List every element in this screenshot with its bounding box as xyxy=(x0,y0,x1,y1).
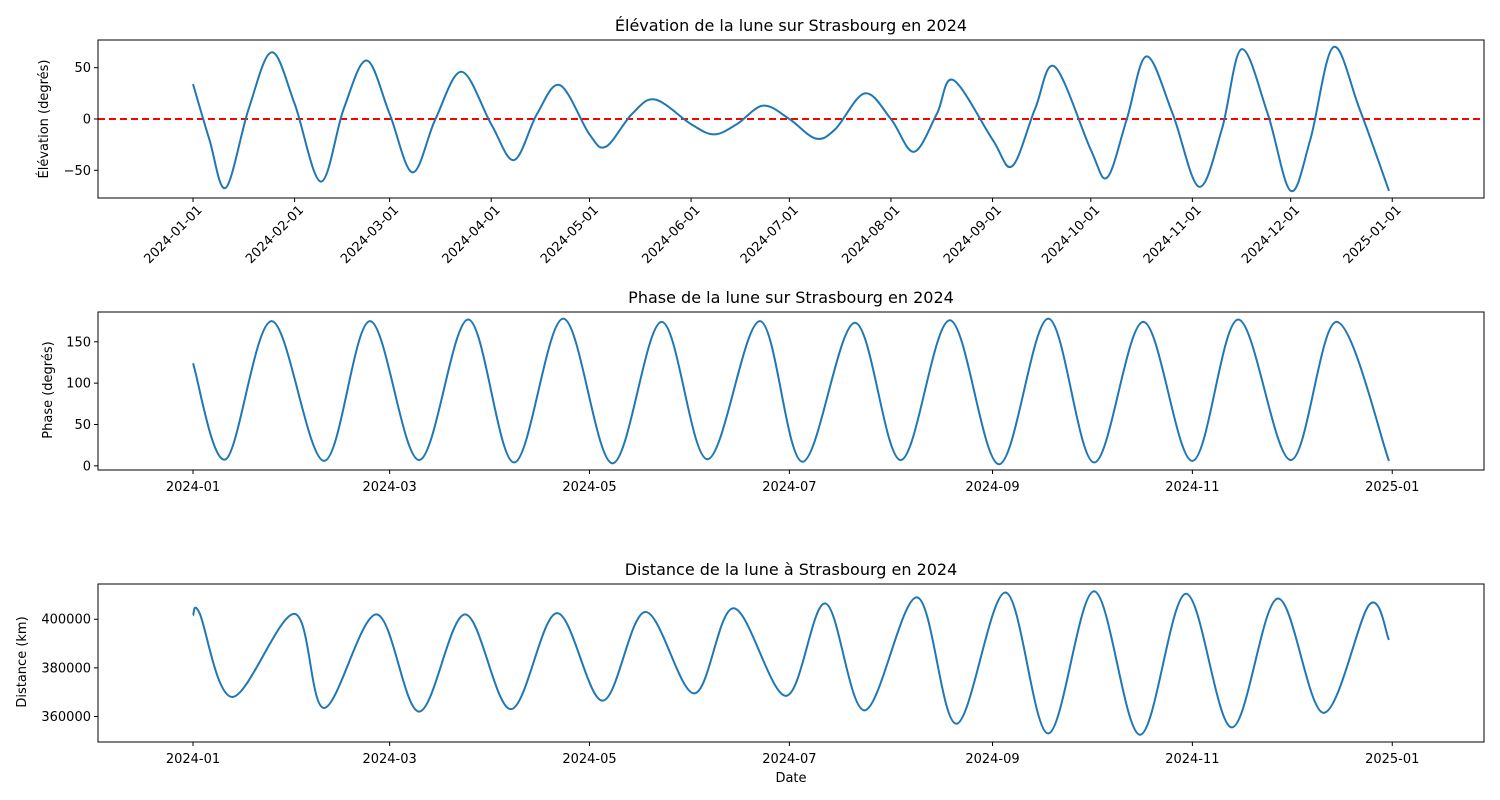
y-tick-label: 0 xyxy=(83,113,91,128)
y-axis-label: Phase (degrés) xyxy=(41,341,56,438)
x-tick-label: 2024-07 xyxy=(762,752,816,767)
x-tick-label: 2024-09 xyxy=(965,752,1019,767)
y-tick-label: 400000 xyxy=(41,613,91,628)
y-axis-label: Élévation (degrés) xyxy=(36,60,52,179)
x-tick-label: 2025-01 xyxy=(1365,752,1419,767)
x-tick-label: 2024-09-01 xyxy=(941,203,1005,267)
y-axis-label: Distance (km) xyxy=(15,616,30,707)
plot-area: −50 0 50 2024-01-01 2024-02-01 2024-03-01 2024… xyxy=(64,39,1485,267)
x-tick-label: 2024-01 xyxy=(166,752,220,767)
y-tick-label: 100 xyxy=(66,377,91,392)
x-tick-label: 2024-07 xyxy=(762,480,816,495)
x-tick-label: 2024-04-01 xyxy=(440,203,504,267)
x-tick-label: 2024-12-01 xyxy=(1239,203,1303,267)
x-tick-label: 2024-10-01 xyxy=(1039,203,1103,267)
plot-area: 360000 380000 400000 2024-01 2024-03 2024-05 2… xyxy=(41,583,1485,767)
x-tick-label: 2024-01-01 xyxy=(141,203,205,267)
chart-title: Phase de la lune sur Strasbourg en 2024 xyxy=(628,288,954,307)
x-tick-label: 2024-06-01 xyxy=(640,203,704,267)
plot-area: 0 50 100 150 2024-01 2024-03 2024-05 2024-07 202… xyxy=(66,311,1485,495)
x-tick-label: 2024-03 xyxy=(362,752,416,767)
x-tick-label: 2024-01 xyxy=(166,480,220,495)
y-tick-label: 150 xyxy=(66,335,91,350)
y-tick-label: −50 xyxy=(64,164,91,179)
subplot-distance: Distance de la lune à Strasbourg en 2024… xyxy=(15,560,1485,786)
x-tick-label: 2025-01 xyxy=(1365,480,1419,495)
series-line xyxy=(192,590,1390,736)
x-tick-label: 2025-01-01 xyxy=(1341,203,1405,267)
y-tick-label: 50 xyxy=(74,61,91,76)
x-axis-label: Date xyxy=(775,771,806,786)
x-tick-label: 2024-05-01 xyxy=(538,203,602,267)
series-line xyxy=(192,46,1390,192)
x-tick-label: 2024-03 xyxy=(362,480,416,495)
axes-frame xyxy=(97,311,1485,471)
x-tick-label: 2024-07-01 xyxy=(738,203,802,267)
x-tick-label: 2024-11-01 xyxy=(1141,203,1205,267)
chart-title: Distance de la lune à Strasbourg en 2024 xyxy=(625,560,958,579)
x-tick-label: 2024-05 xyxy=(562,480,616,495)
subplot-phase: Phase de la lune sur Strasbourg en 2024 … xyxy=(41,288,1485,495)
axes-frame xyxy=(97,583,1485,743)
y-tick-label: 0 xyxy=(83,459,91,474)
chart-title: Élévation de la lune sur Strasbourg en 2… xyxy=(615,16,967,35)
x-tick-label: 2024-05 xyxy=(562,752,616,767)
y-tick-label: 360000 xyxy=(41,710,91,725)
series-line xyxy=(192,317,1390,466)
x-tick-label: 2024-03-01 xyxy=(338,203,402,267)
x-tick-label: 2024-11 xyxy=(1165,752,1219,767)
x-tick-label: 2024-09 xyxy=(965,480,1019,495)
x-tick-label: 2024-08-01 xyxy=(839,203,903,267)
y-tick-label: 380000 xyxy=(41,661,91,676)
x-tick-label: 2024-11 xyxy=(1165,480,1219,495)
y-tick-label: 50 xyxy=(74,418,91,433)
x-tick-label: 2024-02-01 xyxy=(243,203,307,267)
subplot-elevation: Élévation de la lune sur Strasbourg en 2… xyxy=(36,16,1485,267)
